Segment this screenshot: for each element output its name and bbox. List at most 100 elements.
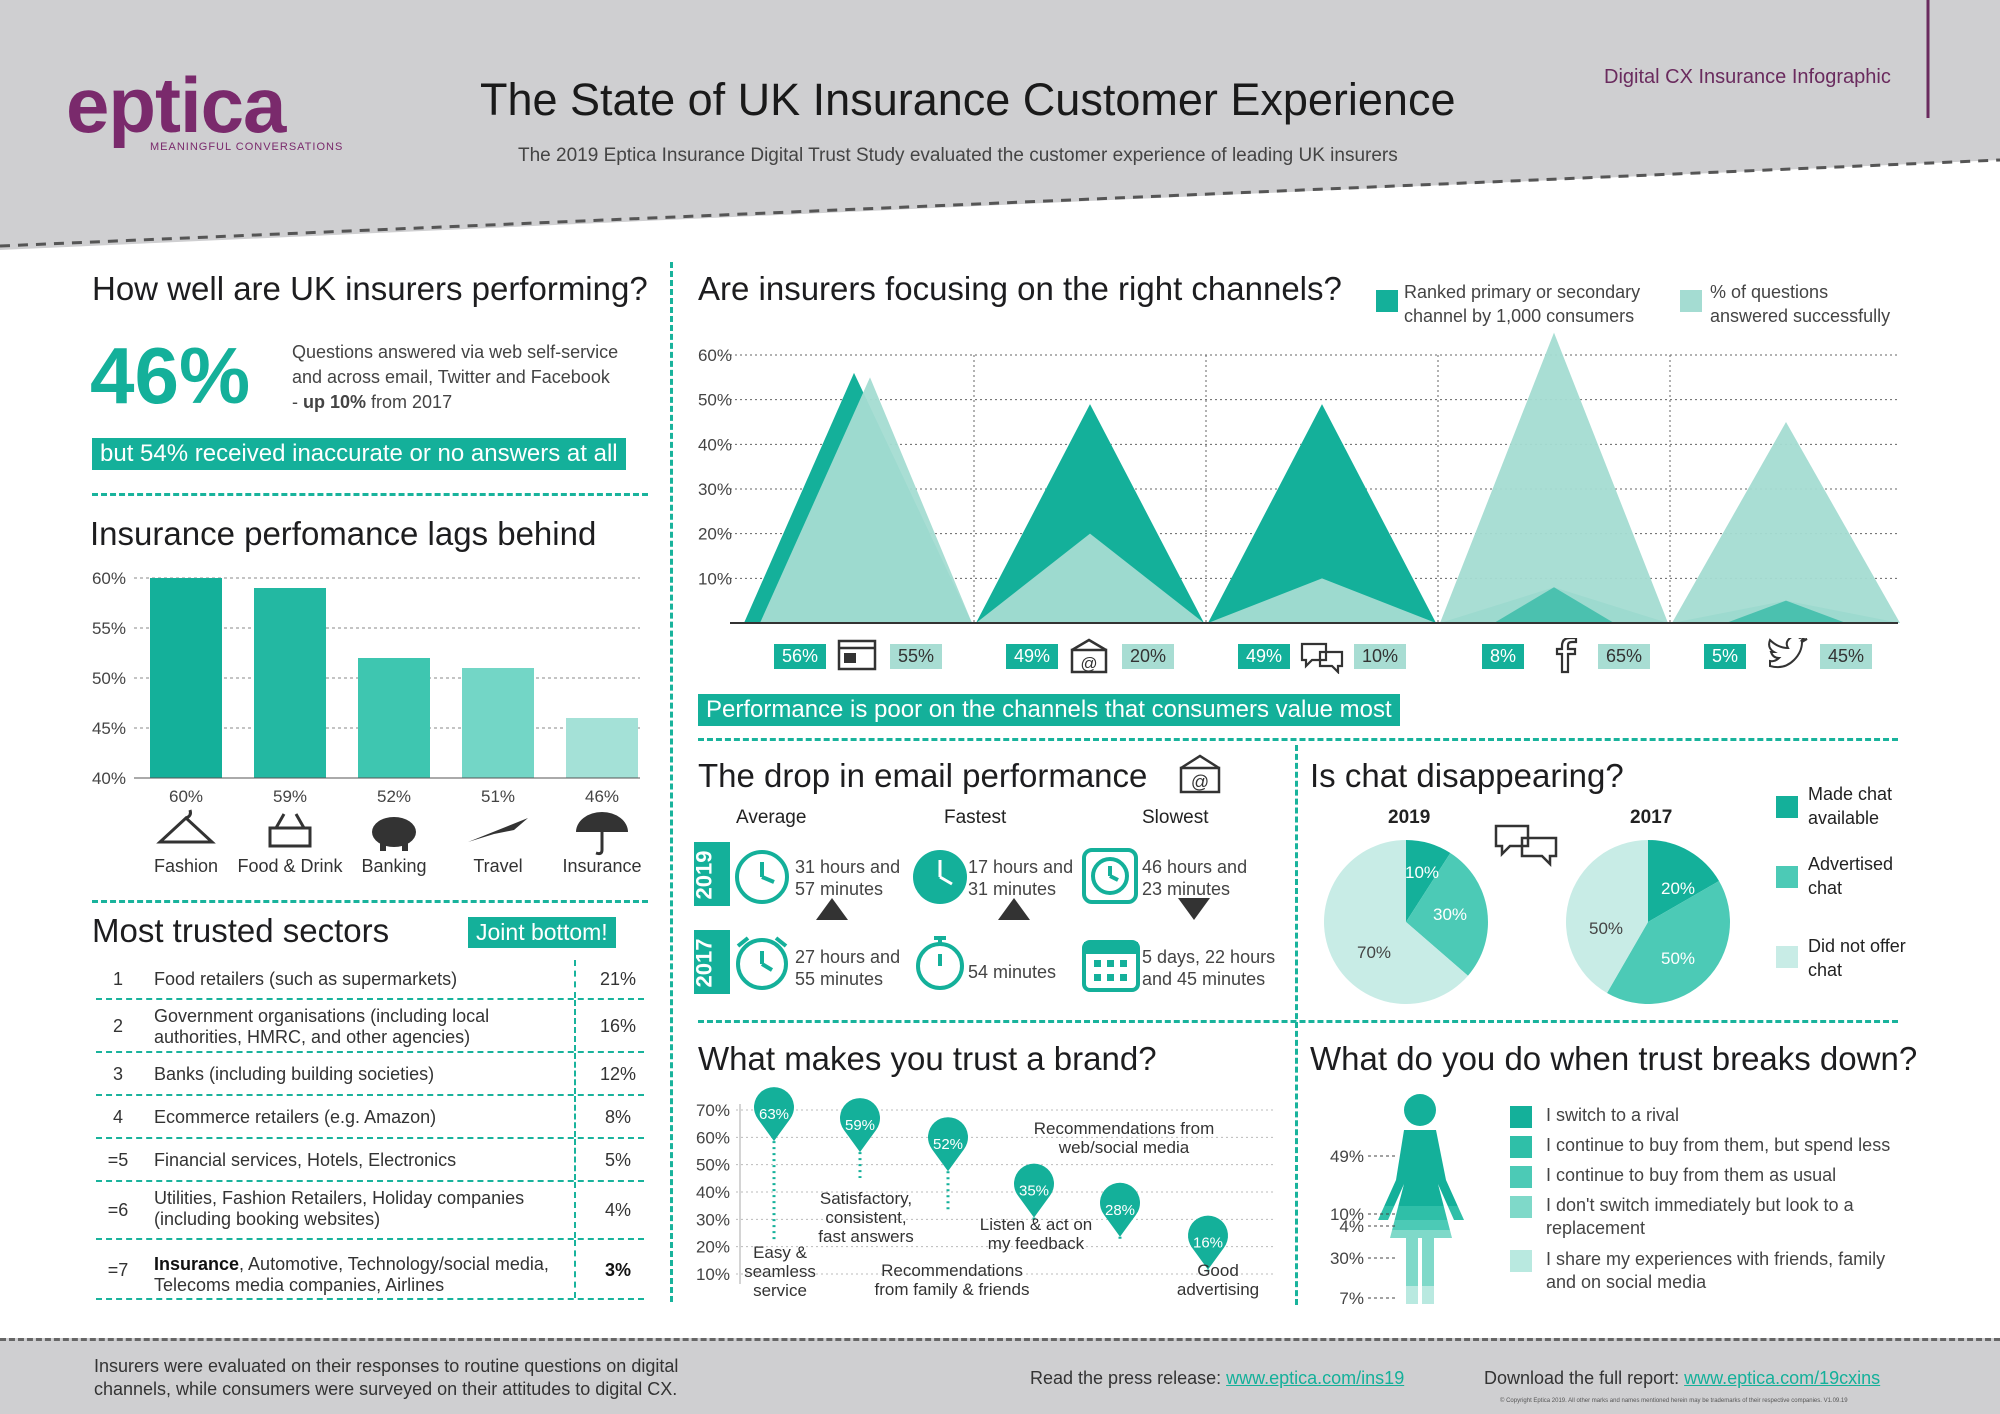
row-separator [574,1053,576,1094]
trust-label: Recommendations from family & friends [875,1261,1030,1299]
pin-value: 28% [1105,1202,1135,1219]
logo-tagline: MEANINGFUL CONVERSATIONS [150,141,344,153]
trusted-pct: 21% [599,969,637,989]
legend-success-swatch [1680,290,1702,312]
trusted-row: =5 Financial services, Hotels, Electronic… [96,1139,644,1182]
joint-bottom-badge: Joint bottom! [468,917,616,948]
lags-heading: Insurance perfomance lags behind [90,515,597,552]
legend-success-line2: answered successfully [1710,306,1891,326]
divider-vertical-main [670,262,673,1302]
trust-label-line: Listen & act on [980,1215,1092,1234]
full-report-link[interactable]: www.eptica.com/19cxins [1684,1368,1881,1388]
bar-category-label: Fashion [154,856,218,876]
trust-label-line: my feedback [988,1234,1085,1253]
breakdown-value: 49% [1330,1147,1364,1166]
insurance-rest: , Automotive, Technology/social media, T… [154,1254,549,1295]
page-subtitle: The 2019 Eptica Insurance Digital Trust … [518,145,1398,166]
trusted-row: 2 Government organisations (including loc… [96,1000,644,1053]
band [1378,1220,1464,1230]
breakdown-value: 10% [1330,1205,1364,1224]
y-tick-label: 60% [698,346,732,365]
bar [150,578,222,778]
svg-text:@: @ [1191,772,1209,792]
legend-primary-line1: Ranked primary or secondary [1404,282,1641,302]
pie-2017-slice [1607,881,1730,1004]
trusted-rank: 4 [112,1106,123,1127]
press-release-label: Read the press release: [1030,1368,1227,1388]
trust-label-line: web/social media [1058,1138,1190,1157]
trusted-rank: =6 [107,1200,129,1220]
trust-label-line: Easy & [753,1243,808,1262]
mail-flap [1071,638,1107,652]
person-figure: 49% 10%4% 30% 7% [1330,1094,1464,1308]
success-peak [1208,578,1436,623]
facebook-icon-glyph [1555,636,1578,674]
trust-label: Easy & seamless service [744,1243,816,1300]
trust-label-line: Good [1197,1261,1239,1280]
trust-label-line: seamless [744,1262,816,1281]
trust-label-line: consistent, [825,1208,906,1227]
performing-desc-line3: - up 10% from 2017 [292,390,618,415]
bar-value-label: 51% [481,787,515,806]
basket-handle [274,813,306,829]
performing-description: Questions answered via web self-service … [292,340,618,415]
row-separator [574,960,576,998]
legend-success: % of questions answered successfully [1710,280,1890,328]
chat-year-2017: 2017 [1630,807,1673,828]
y-tick-label: 50% [696,1156,730,1175]
piggy-leg [380,842,386,851]
y-tick-label: 45% [92,719,126,738]
piggy-body [372,817,416,847]
umbrella-handle [595,832,604,856]
piggy-leg [402,842,408,851]
pin-marker [1014,1163,1054,1218]
y-tick-label: 60% [696,1128,730,1147]
trusted-row: =6 Utilities, Fashion Retailers, Holiday … [96,1182,644,1240]
desc-bold: up 10% [303,392,367,412]
copyright: © Copyright Eptica 2019. All other marks… [1500,1398,1848,1404]
web-block [844,653,856,663]
stopwatch-icon [916,936,964,990]
band [1378,1206,1464,1220]
trusted-pct: 4% [604,1200,631,1220]
press-release: Read the press release: www.eptica.com/i… [1030,1368,1404,1389]
trusted-rank: =7 [107,1260,129,1280]
plane-shape [468,818,528,842]
pie-2017-label: 20% [1661,879,1695,898]
breakdown-value: 4% [1339,1217,1364,1236]
bar-category-label: Banking [361,856,426,876]
divider-right-2 [698,1020,1898,1023]
trust-label-line: Satisfactory, [820,1189,912,1208]
trust-label-line: fast answers [818,1227,913,1246]
twitter-icon-glyph [1768,633,1808,669]
primary-badge: 56% [774,644,827,669]
bar-value-label: 46% [585,787,619,806]
chat-year-2019: 2019 [1388,807,1431,828]
corner-label: Digital CX Insurance Infographic [1604,66,1891,88]
header-diagonal [0,0,2000,250]
trust-label: Listen & act on my feedback [980,1215,1092,1253]
chat-legend-advertised: Advertised chat [1808,854,1894,898]
clock-icon [913,850,967,904]
breakdown-value: 7% [1339,1289,1364,1308]
trusted-rank: 2 [112,1015,123,1036]
chat-legend-none-swatch [1776,946,1798,968]
email-2017-average: 27 hours and 55 minutes [795,947,901,989]
trusted-label: Utilities, Fashion Retailers, Holiday co… [154,1188,525,1229]
footer-band: Insurers were evaluated on their respons… [0,1338,2000,1414]
up-arrow-icon [998,898,1030,920]
primary-badge: 49% [1006,644,1059,669]
inaccurate-banner: but 54% received inaccurate or no answer… [92,438,626,470]
chat-bubbles-icon [1494,824,1558,868]
channels-chart: 60% 50% 40% 30% 20% 10% [698,332,1900,624]
breakdown-swatch [1510,1250,1532,1272]
plane-icon [468,818,528,842]
pin-value: 63% [759,1106,789,1123]
logo[interactable]: eptica [66,61,286,149]
primary-peak [976,404,1204,623]
performing-desc-line2: and across email, Twitter and Facebook [292,367,610,387]
email-2019-slowest: 46 hours and 23 minutes [1142,857,1248,899]
pie-2019-slice [1406,840,1451,922]
primary-peak [1208,404,1436,623]
press-release-link[interactable]: www.eptica.com/ins19 [1226,1368,1405,1388]
